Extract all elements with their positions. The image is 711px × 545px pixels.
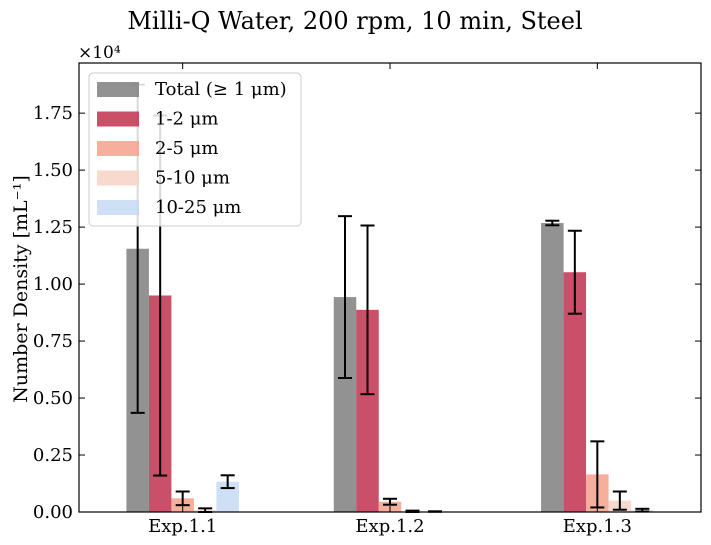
legend-label: Total (≥ 1 μm) <box>155 79 287 100</box>
y-tick-label: 1.25 <box>33 217 73 238</box>
y-tick-label: 0.50 <box>33 388 73 409</box>
legend-label: 1-2 μm <box>155 109 218 130</box>
y-tick-label: 0.25 <box>33 445 73 466</box>
bar-2-Exp.1.3 <box>563 272 587 512</box>
y-tick-label: 0.00 <box>33 502 73 523</box>
legend-label: 5-10 μm <box>155 168 230 189</box>
bar-1-Exp.1.2 <box>333 297 357 512</box>
y-axis-label: Number Density [mL⁻¹] <box>10 175 32 402</box>
y-axis-scale-label: ×10⁴ <box>78 43 121 63</box>
bar-1-Exp.1.3 <box>541 222 564 513</box>
legend-swatch <box>97 141 139 156</box>
legend-swatch <box>97 170 139 186</box>
legend-swatch <box>97 82 139 97</box>
bars-layer <box>126 222 654 513</box>
y-tick-label: 1.75 <box>33 103 73 124</box>
axes-layer: 0.00 0.25 0.50 0.75 1.00 1.25 1.50 1.75 Exp.1.1 E… <box>33 62 702 537</box>
legend-swatch <box>97 200 139 215</box>
legend: Total (≥ 1 μm) 1-2 μm 2-5 μm 5-10 μm 10-25 μ… <box>88 72 302 227</box>
chart-title: Milli-Q Water, 200 rpm, 10 min, Steel <box>127 7 582 35</box>
legend-box <box>88 72 302 227</box>
bar-5-Exp.1.1 <box>216 481 239 512</box>
legend-label: 2-5 μm <box>155 138 218 159</box>
y-tick-label: 0.75 <box>33 331 73 352</box>
x-tick-label: Exp.1.2 <box>355 516 424 537</box>
legend-swatch <box>97 111 139 127</box>
x-tick-label: Exp.1.1 <box>148 516 217 537</box>
x-tick-label: Exp.1.3 <box>563 516 632 537</box>
y-tick-label: 1.50 <box>33 160 73 181</box>
legend-label: 10-25 μm <box>155 197 241 218</box>
bar-2-Exp.1.2 <box>356 309 379 512</box>
y-tick-label: 1.00 <box>33 274 73 295</box>
